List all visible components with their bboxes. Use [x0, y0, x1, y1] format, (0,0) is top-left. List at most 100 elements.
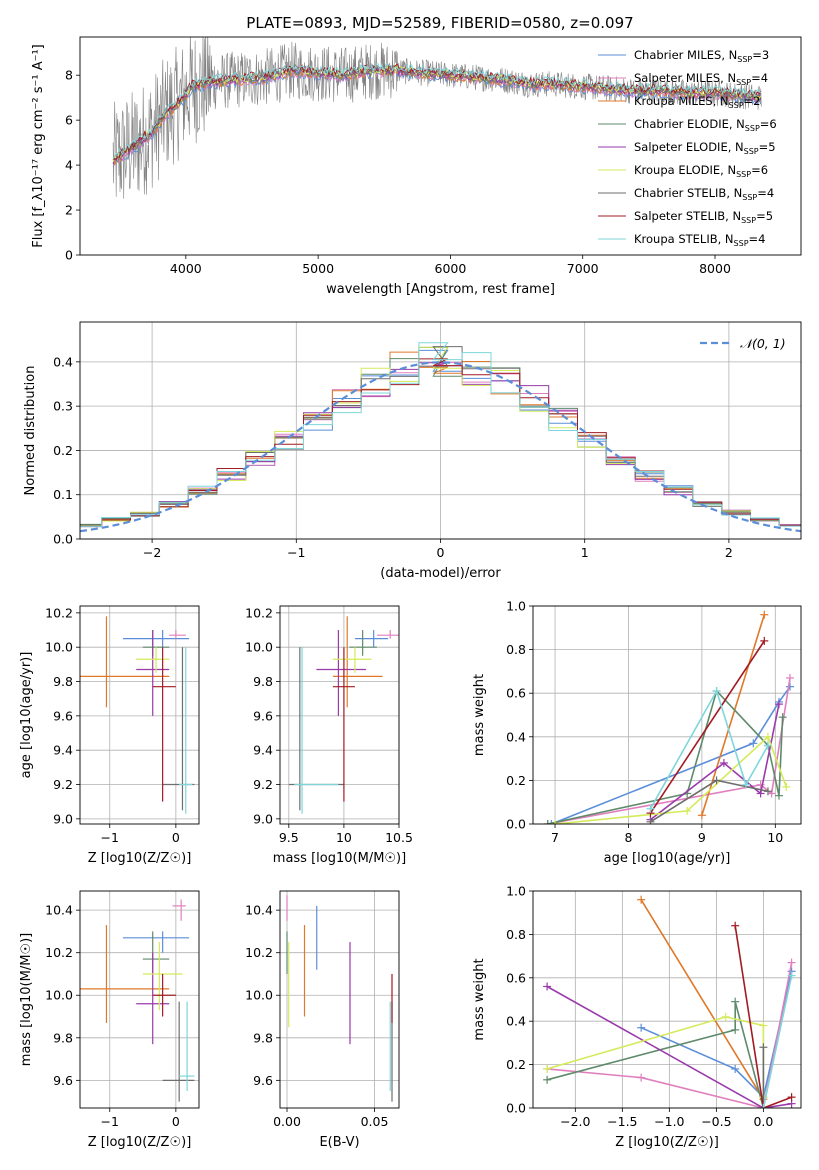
- y-tick-label: 9.8: [53, 674, 73, 689]
- legend-sub: SSP: [744, 147, 759, 156]
- mass-vs-ebv-panel: 0.00 0.05 9.6 9.8 10.0 10.2 10.4 E(B-V): [245, 890, 400, 1150]
- weight-line: [649, 688, 769, 810]
- y-tick-label: 0.0: [506, 1101, 526, 1116]
- y-tick-label: 9.2: [253, 777, 273, 792]
- y-axis-label: Normed distribution: [23, 366, 38, 496]
- y-tick-label: 10.4: [245, 903, 273, 918]
- x-tick-label: −1: [101, 830, 119, 845]
- mass-vs-Z-panel: −1 0 9.6 9.8 10.0 10.2 10.4 Z [log10(Z/Z☉)] mass…: [19, 890, 200, 1150]
- y-tick-label: 10.2: [245, 945, 273, 960]
- legend-label: Kroupa STELIB, NSSP=4: [634, 232, 765, 248]
- y-tick-label: 9.8: [253, 674, 273, 689]
- y-tick-label: 4: [65, 158, 73, 173]
- plot-frame: [79, 321, 802, 540]
- y-tick-label: 0.0: [506, 817, 526, 832]
- weight-line: [547, 689, 784, 824]
- y-axis-label: mass [log10(M/M☉)]: [19, 933, 34, 1066]
- legend-sub: SSP: [742, 193, 757, 202]
- x-axis-label: E(B-V): [319, 1135, 359, 1150]
- weight-line: [546, 1016, 765, 1098]
- x-axis-label: mass [log10(M/M☉)]: [273, 851, 406, 866]
- plot-frame: [79, 36, 802, 256]
- residuals-marks: [80, 342, 801, 533]
- legend-sub: SSP: [741, 216, 756, 225]
- y-tick-label: 1.0: [506, 599, 526, 614]
- y-tick-label: 0.8: [506, 927, 526, 942]
- age-vs-mass-marks: [288, 616, 399, 814]
- plot-frame: [279, 605, 400, 825]
- y-tick-label: 0.4: [53, 354, 73, 369]
- y-tick-label: 9.4: [253, 743, 273, 758]
- legend-name: Salpeter STELIB, N: [634, 209, 741, 223]
- y-tick-label: 9.2: [53, 777, 73, 792]
- y-tick-label: 0.3: [53, 399, 73, 414]
- x-tick-label: −1: [287, 545, 305, 560]
- legend-label: Kroupa MILES, NSSP=2: [634, 94, 760, 110]
- weight-vs-Z-marks: [543, 895, 796, 1108]
- x-axis-label: age [log10(age/yr)]: [604, 851, 731, 866]
- y-tick-label: 0: [65, 248, 73, 263]
- y-tick-label: 9.6: [53, 708, 73, 723]
- legend-label: Chabrier STELIB, NSSP=4: [634, 186, 774, 202]
- weight-line: [649, 640, 765, 814]
- legend-label: 𝒩(0, 1): [740, 336, 786, 351]
- legend-label: Salpeter ELODIE, NSSP=5: [634, 140, 776, 156]
- x-axis-label: Z [log10(Z/Z☉)]: [88, 851, 192, 866]
- y-tick-label: 0.6: [506, 686, 526, 701]
- y-tick-label: 0.2: [506, 1057, 526, 1072]
- legend-suffix: =2: [744, 94, 761, 108]
- normal-curve: [80, 361, 801, 533]
- x-tick-label: 10.5: [385, 830, 413, 845]
- x-tick-label: −2.0: [560, 1114, 590, 1129]
- legend-name: Kroupa ELODIE, N: [634, 163, 736, 177]
- x-tick-label: 0.00: [273, 1114, 301, 1129]
- legend-name: Salpeter MILES, N: [634, 71, 736, 85]
- weight-vs-age-panel: 7 8 9 10 0.0 0.2 0.4 0.6 0.8 1.0 age [log10(age/yr…: [472, 599, 802, 866]
- x-tick-label: 0: [172, 830, 180, 845]
- plot-frame: [532, 605, 802, 825]
- x-axis-label: Z [log10(Z/Z☉)]: [88, 1135, 192, 1150]
- legend-suffix: =4: [749, 232, 766, 246]
- y-tick-label: 10.2: [45, 945, 73, 960]
- x-tick-label: 5000: [302, 261, 334, 276]
- x-tick-label: 8: [624, 830, 632, 845]
- legend-suffix: =3: [752, 48, 769, 62]
- weight-line: [546, 1001, 765, 1108]
- x-tick-label: −2: [143, 545, 161, 560]
- y-tick-label: 0.4: [506, 1014, 526, 1029]
- y-tick-label: 0.2: [53, 443, 73, 458]
- weight-line: [547, 677, 791, 824]
- spectrum-marks: [112, 37, 762, 199]
- legend-suffix: =4: [751, 71, 768, 85]
- y-tick-label: 2: [65, 203, 73, 218]
- weight-line: [551, 686, 791, 824]
- y-tick-label: 9.0: [53, 811, 73, 826]
- plot-frame: [79, 890, 200, 1109]
- y-tick-label: 0.0: [53, 532, 73, 547]
- plot-frame: [532, 890, 802, 1109]
- legend-sub: SSP: [736, 170, 751, 179]
- legend-sub: SSP: [734, 239, 749, 248]
- y-tick-label: 10.0: [245, 988, 273, 1003]
- y-tick-label: 9.4: [53, 743, 73, 758]
- y-tick-label: 9.6: [53, 1073, 73, 1088]
- x-axis-label: (data-model)/error: [380, 566, 501, 581]
- y-tick-label: 0.6: [506, 970, 526, 985]
- mass-vs-Z-marks: [80, 899, 195, 1102]
- figure-title: PLATE=0893, MJD=52589, FIBERID=0580, z=0…: [246, 14, 633, 32]
- legend-suffix: =6: [751, 163, 768, 177]
- x-tick-label: −1.0: [654, 1114, 684, 1129]
- x-tick-label: 0: [437, 545, 445, 560]
- weight-line: [701, 614, 766, 816]
- x-tick-label: 8000: [699, 261, 731, 276]
- x-axis-label: Z [log10(Z/Z☉)]: [615, 1135, 719, 1150]
- x-tick-label: 6000: [435, 261, 467, 276]
- legend-suffix: =6: [760, 117, 777, 131]
- legend-suffix: =4: [757, 186, 774, 200]
- weight-line: [546, 985, 792, 1108]
- x-tick-label: 7: [551, 830, 559, 845]
- legend-sub: SSP: [745, 124, 760, 133]
- y-tick-label: 9.8: [253, 1030, 273, 1045]
- legend-name: Chabrier MILES, N: [634, 48, 737, 62]
- legend-label: Salpeter STELIB, NSSP=5: [634, 209, 773, 225]
